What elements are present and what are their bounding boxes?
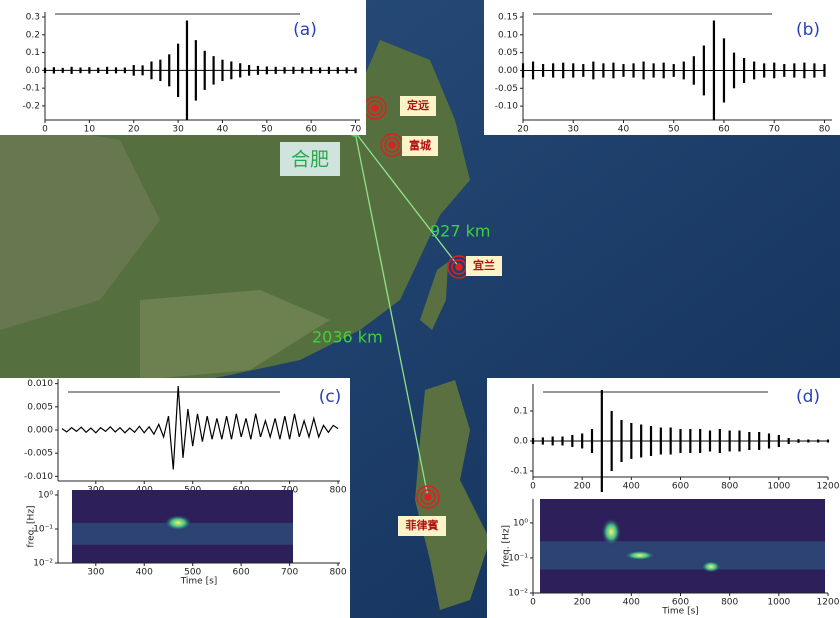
x-tick-label: 800 [329, 568, 346, 578]
y-axis-title: freq. [Hz] [27, 505, 37, 547]
y-tick-label: 0.10 [498, 30, 518, 40]
x-tick-label: 400 [136, 568, 153, 578]
y-tick-label: 0.05 [498, 48, 518, 58]
x-tick-label: 80 [819, 125, 831, 135]
y-tick-label: -0.1 [22, 84, 40, 94]
y-tick-label: 10⁰ [513, 518, 528, 528]
spectrogram-band [540, 541, 825, 569]
y-tick-label: 0.1 [26, 48, 40, 58]
distance-label: 927 km [430, 222, 490, 241]
x-tick-label: 40 [618, 125, 630, 135]
y-tick-label: 0.3 [26, 12, 40, 22]
x-tick-label: 70 [350, 125, 362, 135]
x-tick-label: 400 [623, 598, 640, 608]
y-tick-label: 0.2 [26, 30, 40, 40]
x-tick-label: 1200 [817, 598, 840, 608]
x-tick-label: 200 [574, 482, 591, 492]
figure: 定远富城宜兰菲律賓 合肥 927 km 2036 km 0 10 20 30 40 50 60 70… [0, 0, 840, 618]
y-tick-label: -0.05 [495, 84, 518, 94]
panel-label: (b) [796, 20, 820, 40]
station-label: 宜兰 [473, 258, 495, 272]
y-tick-label: 10⁻² [508, 589, 528, 599]
panel-background [484, 0, 840, 135]
spectrogram-highlight [601, 518, 621, 546]
y-tick-label: -0.005 [24, 449, 53, 459]
spectrogram-highlight [624, 550, 656, 560]
x-tick-label: 800 [721, 482, 738, 492]
x-tick-label: 1200 [817, 482, 840, 492]
inset-panel: 0 10 20 30 40 50 60 70 -0.2 -0.1 0.0 0.1 0.2 0.3 (a) [0, 0, 366, 135]
y-tick-label: -0.1 [510, 467, 528, 477]
station-marker [372, 105, 378, 111]
spectrogram-highlight [164, 515, 192, 531]
x-tick-label: 800 [329, 486, 346, 496]
inset-panel: 300400500600700800-0.010-0.0050.0000.005… [0, 378, 350, 618]
x-tick-label: 60 [305, 125, 317, 135]
y-tick-label: 0.010 [27, 379, 53, 389]
x-tick-label: 200 [574, 598, 591, 608]
station-label: 富城 [409, 138, 431, 152]
y-tick-label: 0.1 [514, 407, 528, 417]
x-tick-label: 20 [517, 125, 529, 135]
x-tick-label: 0 [42, 125, 48, 135]
y-tick-label: -0.2 [22, 101, 40, 111]
x-tick-label: 0 [530, 482, 536, 492]
station-marker [425, 494, 431, 500]
y-tick-label: 0.0 [26, 66, 41, 76]
y-tick-label: 0.15 [498, 12, 518, 22]
station-label: 菲律賓 [406, 518, 439, 532]
x-tick-label: 1000 [767, 598, 790, 608]
x-tick-label: 40 [217, 125, 229, 135]
x-tick-label: 300 [87, 568, 104, 578]
y-axis-title: freq. [Hz] [502, 525, 512, 567]
city-label: 合肥 [291, 149, 329, 171]
x-tick-label: 400 [623, 482, 640, 492]
x-tick-label: 60 [718, 125, 730, 135]
y-tick-label: 0.0 [514, 437, 529, 447]
spectrogram-highlight [701, 561, 721, 573]
x-tick-label: 70 [768, 125, 780, 135]
x-tick-label: 30 [568, 125, 580, 135]
x-tick-label: 50 [261, 125, 273, 135]
inset-panel: 0 200 400 600 800 1000 1200 -0.1 0.0 0.1 (d) 0 200 40… [487, 378, 840, 618]
x-tick-label: 600 [233, 568, 250, 578]
inset-panel: 20 30 40 50 60 70 80 -0.10 -0.05 0.00 0.05 0.10 0.15… [484, 0, 840, 135]
panel-label: (a) [293, 20, 317, 40]
station-marker [389, 142, 395, 148]
x-tick-label: 700 [281, 568, 298, 578]
y-tick-label: 10⁻² [33, 559, 53, 569]
distance-label: 2036 km [312, 328, 383, 347]
x-tick-label: 20 [128, 125, 140, 135]
y-tick-label: -0.10 [495, 102, 519, 112]
station-marker [456, 264, 462, 270]
x-tick-label: 800 [721, 598, 738, 608]
x-tick-label: 10 [84, 125, 96, 135]
y-tick-label: 0.005 [27, 402, 53, 412]
station-label: 定远 [407, 98, 429, 112]
x-axis-title: Time [s] [180, 577, 218, 587]
panel-label: (c) [319, 387, 342, 407]
x-tick-label: 0 [530, 598, 536, 608]
x-tick-label: 50 [668, 125, 680, 135]
x-tick-label: 1000 [767, 482, 790, 492]
y-tick-label: 10⁰ [38, 490, 53, 500]
y-tick-label: 0.00 [498, 66, 518, 76]
y-tick-label: -0.010 [24, 472, 53, 482]
x-tick-label: 600 [672, 482, 689, 492]
x-axis-title: Time [s] [661, 607, 699, 617]
y-tick-label: 0.000 [27, 426, 53, 436]
x-tick-label: 30 [172, 125, 184, 135]
panel-label: (d) [796, 387, 820, 407]
